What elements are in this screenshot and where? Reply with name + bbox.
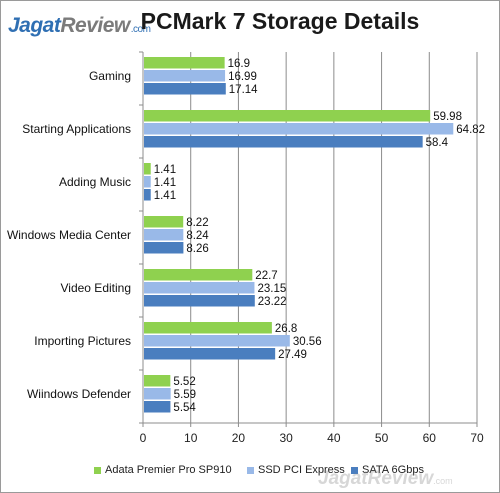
x-tick-label: 10	[184, 431, 198, 445]
category-label: Gaming	[89, 69, 131, 83]
bar	[144, 375, 171, 387]
legend-label: SATA 6Gbps	[362, 464, 424, 476]
data-label: 1.41	[154, 164, 176, 176]
data-label: 5.54	[173, 402, 196, 414]
bar	[144, 282, 255, 294]
legend-swatch	[94, 466, 101, 474]
data-label: 22.7	[255, 270, 277, 282]
data-label: 58.4	[426, 137, 449, 149]
category-label: Video Editing	[61, 281, 132, 295]
bar	[144, 57, 225, 69]
legend-swatch	[247, 466, 254, 474]
jagatreview-logo: JagatReview.com	[8, 14, 151, 38]
legend-swatch	[351, 466, 358, 474]
bar	[144, 123, 454, 135]
bar	[144, 295, 255, 307]
bar	[144, 70, 226, 82]
category-label: Starting Applications	[22, 122, 131, 136]
data-label: 1.41	[154, 177, 176, 189]
x-tick-label: 60	[423, 431, 437, 445]
bar	[144, 242, 184, 254]
bar	[144, 83, 226, 95]
data-label: 59.98	[433, 111, 462, 123]
legend-item: SSD PCI Express	[247, 464, 345, 476]
legend-label: SSD PCI Express	[258, 464, 345, 476]
category-label: Importing Pictures	[34, 334, 131, 348]
bar	[144, 348, 276, 360]
legend-item: Adata Premier Pro SP910	[94, 464, 232, 476]
x-tick-label: 30	[279, 431, 293, 445]
logo-part-1: Jagat	[8, 14, 61, 37]
bar	[144, 176, 151, 188]
chart-legend: Adata Premier Pro SP910 SSD PCI Express SA…	[0, 464, 500, 480]
data-label: 5.59	[174, 389, 196, 401]
chart-title: PCMark 7 Storage Details	[140, 8, 420, 34]
logo-part-3: .com	[130, 24, 151, 35]
category-label: Adding Music	[59, 175, 131, 189]
data-label: 8.24	[186, 230, 209, 242]
data-label: 64.82	[456, 124, 485, 136]
x-tick-label: 70	[470, 431, 484, 445]
bar	[144, 335, 290, 347]
data-label: 27.49	[278, 349, 307, 361]
bar	[144, 229, 184, 241]
bar	[144, 163, 151, 175]
data-label: 17.14	[229, 84, 258, 96]
x-tick-label: 20	[232, 431, 246, 445]
bar	[144, 189, 151, 201]
legend-label: Adata Premier Pro SP910	[105, 464, 232, 476]
data-label: 16.99	[228, 71, 257, 83]
data-label: 30.56	[293, 336, 322, 348]
bar	[144, 216, 184, 228]
bar	[144, 269, 253, 281]
bar	[144, 388, 171, 400]
data-label: 1.41	[154, 190, 176, 202]
logo-part-2: Review	[60, 14, 130, 37]
data-label: 8.26	[186, 243, 208, 255]
bar	[144, 110, 431, 122]
category-label: Windows Media Center	[7, 228, 131, 242]
legend-item: SATA 6Gbps	[351, 464, 424, 476]
bar	[144, 322, 272, 334]
data-label: 8.22	[186, 217, 208, 229]
data-label: 23.22	[258, 296, 287, 308]
x-tick-label: 0	[140, 431, 147, 445]
data-label: 26.8	[275, 323, 297, 335]
bar	[144, 136, 423, 148]
x-tick-label: 50	[375, 431, 389, 445]
data-label: 16.9	[228, 58, 250, 70]
data-label: 5.52	[173, 376, 195, 388]
bar	[144, 401, 171, 413]
x-tick-label: 40	[327, 431, 341, 445]
category-label: Wiindows Defender	[27, 387, 131, 401]
data-label: 23.15	[257, 283, 286, 295]
